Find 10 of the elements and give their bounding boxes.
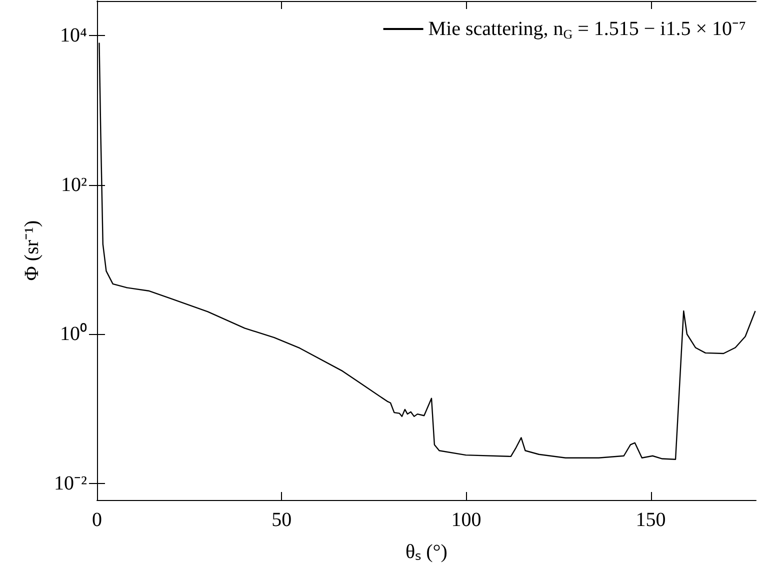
x-tick-label: 150 [636,509,666,531]
x-axis-title: θₛ (°) [406,541,448,563]
x-tick-label: 0 [92,509,102,531]
y-tick-label: 10⁻² [54,472,87,494]
x-tick-label: 100 [451,509,482,531]
y-tick-label: 10⁰ [60,322,87,346]
y-tick-label: 10² [61,174,87,196]
y-axis-title: Φ (sr⁻¹) [21,220,43,281]
x-tick-label: 50 [272,509,292,531]
y-tick-label: 10⁴ [60,24,88,47]
